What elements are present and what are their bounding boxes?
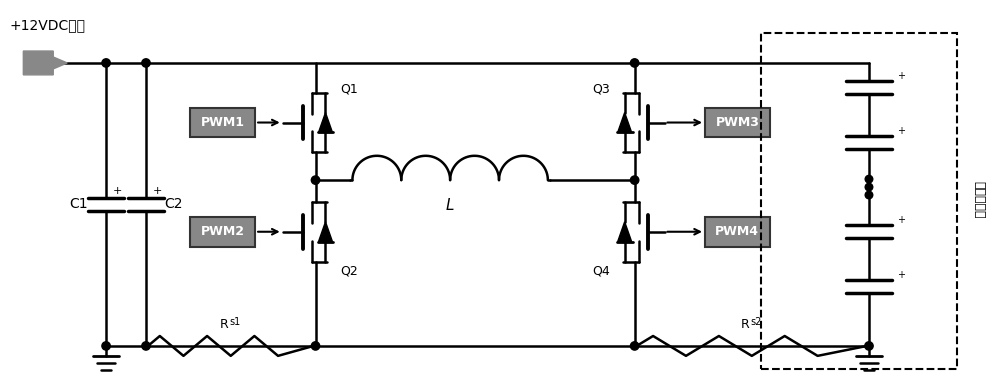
Bar (190, 108, 255, 138)
Circle shape (865, 191, 873, 199)
Text: +: + (153, 186, 162, 196)
Text: +: + (897, 126, 905, 136)
Text: +: + (897, 71, 905, 82)
Circle shape (142, 59, 150, 67)
Circle shape (630, 176, 639, 184)
Bar (705, 217, 770, 247)
Circle shape (311, 342, 320, 350)
Text: +: + (113, 186, 122, 196)
Polygon shape (618, 222, 632, 242)
Text: PWM3: PWM3 (715, 116, 759, 129)
Polygon shape (23, 51, 67, 75)
Text: L: L (446, 198, 454, 213)
Text: Q3: Q3 (592, 82, 610, 95)
Bar (705, 108, 770, 138)
Polygon shape (319, 113, 332, 132)
Text: PWM2: PWM2 (201, 225, 245, 238)
Text: R: R (220, 318, 229, 330)
Text: PWM1: PWM1 (201, 116, 245, 129)
Text: Q4: Q4 (592, 265, 610, 278)
Text: +12VDC电源: +12VDC电源 (9, 18, 85, 32)
Circle shape (630, 59, 639, 67)
Circle shape (865, 342, 873, 350)
Text: Q2: Q2 (340, 265, 358, 278)
Text: +: + (897, 270, 905, 280)
Text: +: + (897, 215, 905, 225)
Text: s2: s2 (751, 317, 762, 327)
Text: C2: C2 (165, 198, 183, 211)
Polygon shape (319, 222, 332, 242)
Circle shape (630, 342, 639, 350)
Text: 超级电容组: 超级电容组 (972, 181, 985, 219)
Text: PWM4: PWM4 (715, 225, 759, 238)
Circle shape (311, 176, 320, 184)
Bar (761, 33, 957, 369)
Text: s1: s1 (230, 317, 241, 327)
Polygon shape (618, 113, 632, 132)
Circle shape (102, 342, 110, 350)
Circle shape (102, 59, 110, 67)
Text: R: R (741, 318, 750, 330)
Text: C1: C1 (69, 198, 87, 211)
Circle shape (865, 175, 873, 183)
Circle shape (865, 183, 873, 191)
Bar (190, 217, 255, 247)
Text: Q1: Q1 (340, 82, 358, 95)
Circle shape (142, 342, 150, 350)
